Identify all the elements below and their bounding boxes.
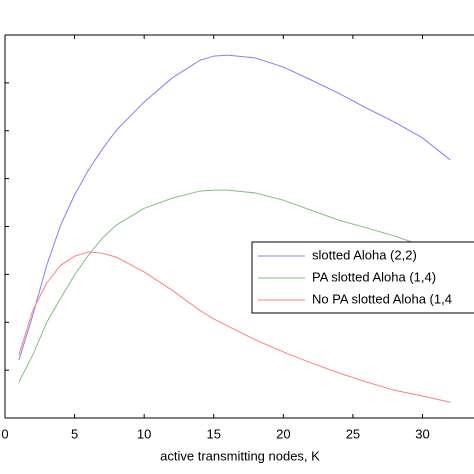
x-tick-label: 15 [207, 426, 221, 441]
series-line [18, 251, 451, 403]
x-tick-label: 0 [1, 426, 8, 441]
x-tick-label: 5 [71, 426, 78, 441]
series-line [18, 189, 451, 383]
legend-label: No PA slotted Aloha (1,4 [312, 291, 452, 306]
x-tick-label: 10 [137, 426, 151, 441]
x-tick-label: 25 [346, 426, 360, 441]
series-line [18, 54, 451, 361]
x-tick-label: 20 [276, 426, 290, 441]
x-axis-label: active transmitting nodes, K [160, 448, 320, 463]
legend-label: slotted Aloha (2,2) [312, 247, 417, 262]
x-tick-label: 30 [415, 426, 429, 441]
legend-label: PA slotted Aloha (1,4) [312, 269, 436, 284]
